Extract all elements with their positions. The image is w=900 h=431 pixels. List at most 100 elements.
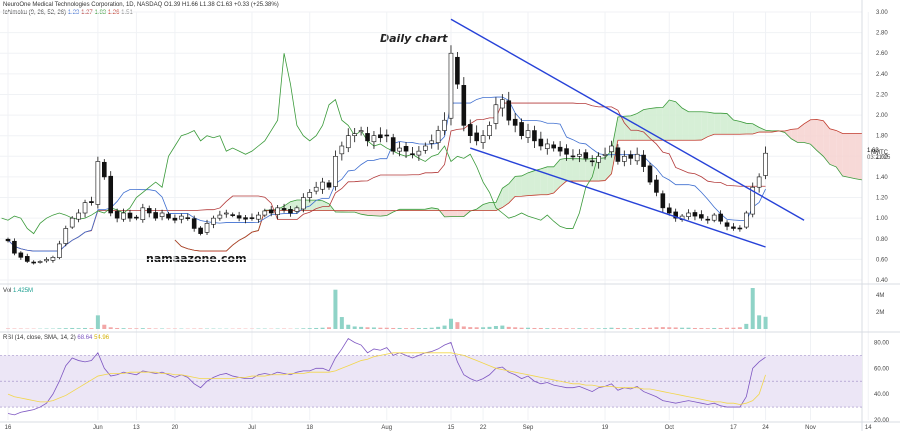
volume-bar — [615, 327, 620, 329]
volume-bar — [83, 327, 88, 329]
volume-bar — [57, 328, 62, 329]
ichimoku-cloud-segment — [810, 119, 817, 151]
volume-bar — [455, 322, 460, 329]
candle-body — [570, 155, 576, 158]
candle-body — [249, 217, 255, 219]
candle-body — [44, 259, 49, 262]
candle-body — [666, 207, 672, 214]
volume-label: Vol — [3, 288, 12, 294]
ichimoku-tenkan-value: 1.23 — [67, 10, 80, 16]
volume-bar — [506, 326, 511, 329]
candle-body — [615, 147, 621, 162]
volume-bar — [744, 323, 749, 329]
volume-bar — [487, 326, 492, 329]
ichimoku-cloud-segment — [624, 115, 631, 141]
candle-body — [622, 156, 627, 162]
volume-bar — [731, 327, 736, 329]
volume-bar — [532, 327, 537, 329]
ticker-symbol: NMTC — [870, 150, 888, 156]
volume-bar — [160, 328, 165, 329]
ichimoku-cloud-segment — [688, 111, 695, 141]
candle-body — [557, 146, 563, 152]
volume-bar — [481, 327, 486, 329]
wedge-upper-trendline — [450, 18, 805, 221]
chart-title-annotation: Daily chart — [380, 32, 448, 45]
volume-bar — [538, 327, 543, 329]
candle-body — [108, 175, 114, 214]
price-tick-label: 0.60 — [876, 257, 888, 263]
time-tick-label: 17 — [730, 425, 737, 431]
ichimoku-leading-span-a — [174, 99, 862, 252]
price-tick-label: 1.40 — [876, 175, 888, 181]
candle-body — [243, 217, 248, 220]
ichimoku-cloud-segment — [746, 123, 753, 134]
ichimoku-legend[interactable]: Ichimoku (9, 26, 52, 26) 1.23 1.27 1.83 … — [3, 10, 133, 16]
candle-body — [699, 214, 704, 219]
volume-bar — [371, 327, 376, 329]
volume-bar — [583, 328, 588, 329]
volume-bar — [519, 327, 524, 329]
candle-body — [12, 240, 17, 254]
price-tick-label: 0.40 — [876, 278, 888, 284]
candle-body — [179, 215, 184, 220]
volume-bar — [500, 325, 505, 329]
rsi-legend[interactable]: RSI (14, close, SMA, 14, 2) 68.64 54.96 — [3, 335, 109, 341]
candle-body — [525, 130, 531, 138]
candle-body — [313, 186, 319, 192]
ichimoku-cloud-segment — [528, 170, 535, 196]
volume-bar — [307, 328, 312, 329]
candle-body — [326, 182, 332, 188]
ichimoku-cloud-segment — [515, 175, 522, 197]
candle-body — [198, 227, 203, 234]
volume-bar — [127, 328, 132, 329]
rsi-tick-label: 60.00 — [874, 366, 890, 372]
candle-body — [756, 176, 762, 188]
candle-body — [378, 134, 383, 139]
candle-body — [159, 212, 165, 217]
candle-body — [750, 186, 756, 215]
candle-body — [63, 228, 69, 244]
candle-body — [134, 216, 139, 219]
price-tick-label: 1.20 — [876, 196, 888, 202]
candle-body — [686, 212, 691, 217]
symbol-line: NeuroOne Medical Technologies Corporatio… — [3, 2, 279, 8]
candle-body — [18, 252, 24, 258]
price-tick-label: 3.00 — [876, 10, 888, 16]
ichimoku-cloud-segment — [367, 210, 374, 216]
candle-body — [345, 135, 351, 149]
volume-bar — [89, 328, 94, 329]
volume-legend[interactable]: Vol 1.425M — [3, 288, 33, 294]
volume-bar — [590, 328, 595, 329]
volume-bar — [436, 326, 441, 329]
candle-body — [551, 144, 557, 149]
candle-body — [37, 261, 43, 263]
ticker-price: 1.63 — [867, 148, 879, 154]
ichimoku-cloud-segment — [791, 128, 798, 143]
ichimoku-cloud-segment — [579, 158, 586, 182]
volume-bar — [95, 315, 100, 329]
ichimoku-cloud-segment — [572, 158, 580, 182]
ichimoku-cloud-segment — [457, 210, 464, 217]
ichimoku-kijun-line — [7, 102, 766, 252]
ichimoku-cloud-segment — [540, 166, 548, 195]
volume-bar — [654, 327, 659, 329]
ichimoku-lead1-value: 1.83 — [94, 10, 107, 16]
volume-bar — [429, 327, 434, 329]
volume-bar — [378, 327, 383, 329]
candle-body — [185, 217, 191, 219]
volume-bar — [628, 328, 633, 329]
candle-body — [76, 212, 81, 220]
candle-body — [403, 146, 409, 152]
volume-bar — [699, 327, 704, 329]
rsi-tick-label: 20.00 — [874, 418, 890, 424]
ichimoku-cloud-segment — [797, 123, 805, 143]
candle-body — [583, 152, 589, 159]
candle-body — [692, 212, 698, 217]
candle-body — [5, 238, 11, 242]
volume-bar — [622, 328, 627, 329]
volume-bar — [570, 328, 575, 329]
volume-bar — [121, 328, 126, 329]
ichimoku-cloud-segment — [836, 130, 843, 177]
price-tick-label: 1.00 — [876, 216, 888, 222]
